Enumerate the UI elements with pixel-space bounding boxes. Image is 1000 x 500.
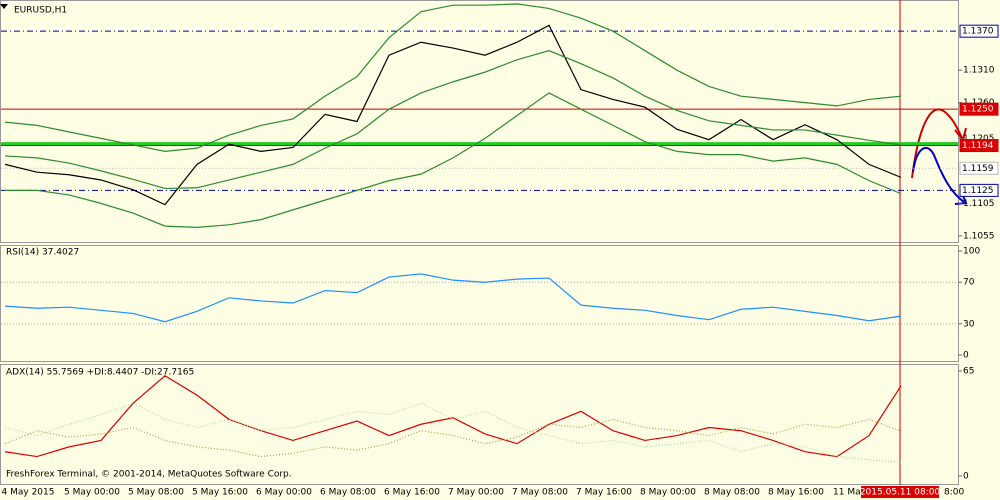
level-label-box [959, 139, 999, 153]
series-line [5, 92, 902, 229]
x-tick-label: 7 May 08:00 [512, 488, 568, 498]
series-line [4, 273, 902, 323]
level-label-box [959, 161, 999, 175]
y-tick-label: 1.1105 [963, 199, 995, 209]
cursor-box [861, 486, 939, 498]
x-tick-label: 4 May 2015 [2, 488, 55, 498]
rsi-title: RSI(14) 37.4027 [6, 248, 79, 258]
y-tick-label: 100 [963, 247, 980, 257]
series-line [4, 50, 902, 190]
y-tick-label: 65 [963, 366, 974, 376]
level-label: 1.1159 [962, 164, 994, 174]
level-label: 1.1250 [962, 105, 994, 115]
rsi-frame [0, 245, 959, 362]
copyright: FreshForex Terminal, © 2001-2014, MetaQu… [6, 470, 292, 480]
y-tick-label: 0 [963, 471, 969, 481]
x-tick-label: 6 May 00:00 [256, 488, 312, 498]
level-label-box [959, 24, 999, 38]
blue-forecast-arrow [912, 146, 965, 203]
series-line [4, 375, 902, 458]
level-label: 1.1370 [962, 27, 994, 37]
adx-frame [0, 364, 959, 485]
x-tick-label: 5 May 08:00 [128, 488, 184, 498]
x-tick-label: 6 May 16:00 [384, 488, 440, 498]
x-tick-label: 11 Ma [833, 488, 861, 498]
y-tick-label: 30 [963, 319, 975, 329]
level-label-box [959, 183, 999, 197]
x-tick-label: 8:00 [944, 488, 964, 498]
price-frame [0, 0, 959, 243]
x-tick-label: 5 May 00:00 [64, 488, 120, 498]
menu-arrow [0, 4, 8, 9]
level-label: 1.1125 [962, 186, 994, 196]
level-label-box [959, 102, 999, 116]
x-tick-label: 7 May 00:00 [448, 488, 504, 498]
x-tick-label: 8 May 08:00 [704, 488, 760, 498]
series-line [4, 24, 902, 206]
x-tick-label: 8 May 16:00 [768, 488, 824, 498]
y-tick-label: 0 [963, 351, 969, 361]
y-tick-label: 1.1205 [963, 134, 995, 144]
level-label: 1.1194 [962, 141, 994, 151]
adx-title: ADX(14) 55.7569 +DI:8.4407 -DI:27.7165 [6, 368, 194, 378]
x-tick-label: 6 May 08:00 [320, 488, 376, 498]
y-tick-label: 1.1055 [963, 231, 995, 241]
x-tick-label: 5 May 16:00 [192, 488, 248, 498]
x-tick-label: 8 May 00:00 [640, 488, 696, 498]
chart-title: EURUSD,H1 [14, 6, 67, 16]
x-tick-label: 7 May 16:00 [576, 488, 632, 498]
series-line [4, 3, 902, 152]
y-tick-label: 1.1310 [963, 66, 995, 76]
y-tick-label: 70 [963, 278, 975, 288]
cursor-time: 2015.05.11 08:00 [860, 488, 941, 498]
